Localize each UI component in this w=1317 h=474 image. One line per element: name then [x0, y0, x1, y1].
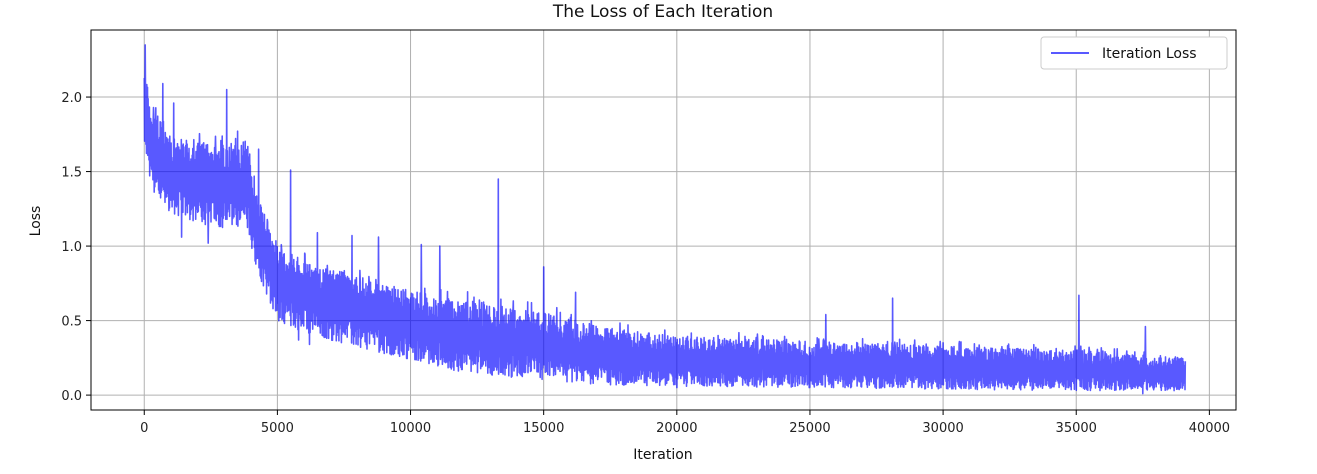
- y-axis-ticks: 0.0 0.5 1.0 1.5 2.0: [61, 91, 91, 404]
- series-iteration-loss: [143, 44, 1187, 395]
- legend-box: [1040, 36, 1228, 70]
- y-tick-label: 1.0: [61, 240, 82, 255]
- plot-frame: [90, 29, 1237, 411]
- y-tick-label: 0.5: [61, 315, 82, 330]
- x-axis-title: Iteration: [633, 447, 692, 463]
- legend-label-iteration-loss: Iteration Loss: [1102, 46, 1197, 62]
- chart-title: The Loss of Each Iteration: [552, 2, 773, 22]
- y-axis-title: Loss: [28, 206, 44, 237]
- legend: Iteration Loss: [1040, 36, 1228, 70]
- x-tick-label: 20000: [656, 421, 697, 436]
- x-tick-label: 40000: [1189, 421, 1230, 436]
- x-tick-label: 5000: [261, 421, 294, 436]
- y-tick-label: 2.0: [61, 91, 82, 106]
- x-tick-label: 10000: [390, 421, 431, 436]
- series-line-iteration-loss: [143, 44, 1187, 395]
- y-tick-label: 0.0: [61, 389, 82, 404]
- x-tick-label: 0: [140, 421, 148, 436]
- x-tick-label: 35000: [1056, 421, 1097, 436]
- y-tick-label: 1.5: [61, 166, 82, 181]
- x-tick-label: 30000: [922, 421, 963, 436]
- x-tick-label: 25000: [789, 421, 830, 436]
- x-axis-ticks: 0 5000 10000 15000 20000 25000 30000 35000 40000: [140, 410, 1230, 436]
- x-tick-label: 15000: [523, 421, 564, 436]
